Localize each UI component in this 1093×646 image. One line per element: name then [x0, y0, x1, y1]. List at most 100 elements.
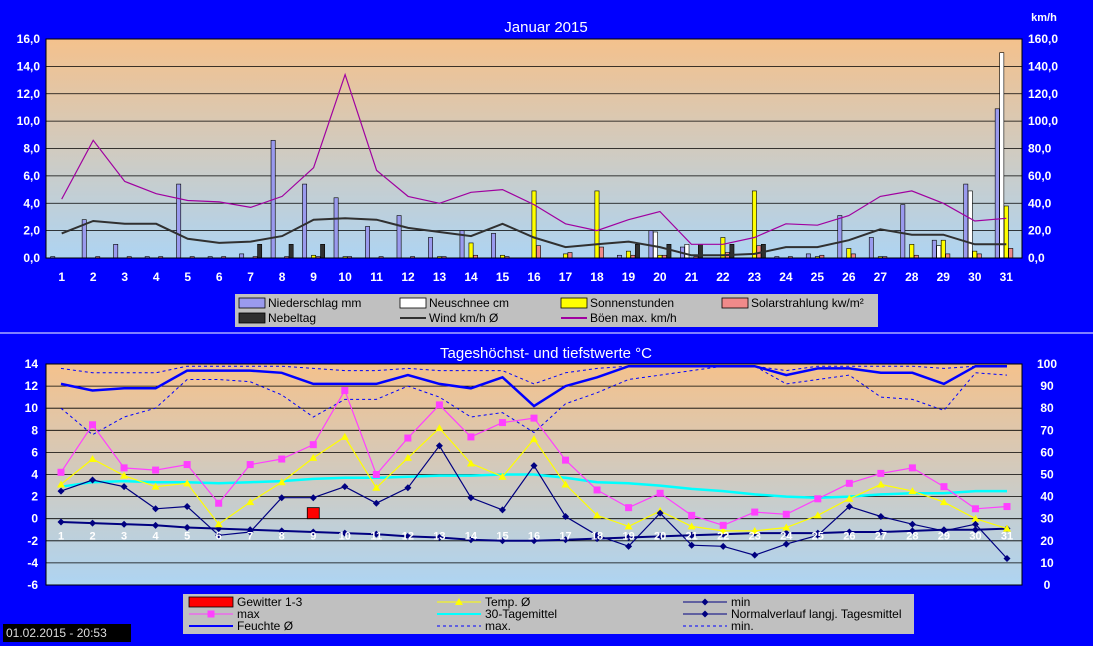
top-xtick-label: 15: [496, 270, 510, 284]
solar-bar: [976, 253, 982, 259]
sun-bar: [751, 190, 757, 259]
normal-point: [877, 528, 885, 536]
bottom-xtick-label: 4: [153, 531, 160, 543]
bottom-xtick-label: 15: [496, 531, 508, 543]
top-y2tick-label: 0,0: [1028, 251, 1045, 265]
temp-mean-point: [908, 487, 917, 495]
temp-min-point: [372, 499, 380, 507]
sun-bar: [940, 239, 946, 259]
precip-bar: [113, 244, 119, 259]
temp-max-point: [530, 414, 538, 422]
top-ytick-label: 10,0: [17, 114, 41, 128]
bottom-xtick-label: 24: [780, 531, 793, 543]
top-plot-frame: [45, 38, 1023, 259]
top-xtick-label: 19: [622, 270, 636, 284]
temp-max-point: [215, 499, 223, 507]
bottom-legend-swatch: [188, 596, 234, 608]
top-ytick-label: 2,0: [23, 224, 40, 238]
bottom-ytick-label: 6: [31, 445, 38, 459]
sun-bar: [468, 242, 474, 259]
top-legend-box: [235, 294, 878, 327]
thunder-bar: [306, 507, 320, 520]
precip-bar: [868, 237, 874, 259]
temp-min-point: [656, 509, 664, 517]
humidity-max-line: [60, 365, 1007, 385]
temp-max-point: [498, 419, 506, 427]
bottom-xtick-label: 1: [58, 531, 64, 543]
temp-max-point: [593, 486, 601, 494]
bottom-xtick-label: 2: [89, 531, 95, 543]
temp-mean-point: [845, 494, 854, 502]
top-y2tick-label: 20,0: [1028, 224, 1052, 238]
bottom-xtick-label: 12: [402, 531, 414, 543]
precip-bar: [837, 215, 843, 259]
bottom-ytick-label: 12: [25, 379, 39, 393]
top-legend-label: Nebeltag: [268, 311, 316, 325]
bottom-xtick-label: 10: [339, 531, 351, 543]
normal-point: [152, 521, 160, 529]
temp-mean-point: [435, 424, 444, 432]
bottom-y2tick-label: 100: [1037, 357, 1057, 371]
temp-mean-point: [57, 480, 65, 488]
temp-mean-point: [530, 435, 538, 443]
temp-min-point: [246, 528, 254, 536]
precip-bar: [900, 204, 906, 259]
bottom-xtick-label: 3: [121, 531, 127, 543]
top-ytick-label: 14,0: [17, 59, 41, 73]
temp-mean-point: [183, 479, 192, 487]
top-ytick-label: 6,0: [23, 169, 40, 183]
top-lines: [61, 72, 1007, 257]
top-xtick-label: 5: [184, 270, 191, 284]
precip-bar: [333, 197, 339, 259]
temp-min-point: [309, 494, 317, 502]
bottom-ytick-label: 14: [25, 357, 39, 371]
temp-min-point: [940, 527, 948, 535]
normal-point: [309, 528, 317, 536]
bottom-xtick-label: 21: [686, 531, 698, 543]
sun-bar: [531, 190, 537, 259]
top-legend-label: Niederschlag mm: [268, 296, 361, 310]
normal-point: [530, 537, 538, 545]
sun-bar: [846, 248, 852, 259]
top-ytick-label: 0,0: [23, 251, 40, 265]
temp-mean-point: [1003, 524, 1011, 532]
temp-mean-point: [593, 511, 602, 519]
top-legend-label: Wind km/h Ø: [429, 311, 498, 325]
temp-max-point: [372, 471, 380, 478]
temp-min-point: [625, 542, 633, 550]
bottom-legend-marker: [701, 610, 709, 618]
normal-point: [183, 524, 191, 532]
solar-bar: [1008, 248, 1014, 259]
temp-min-point: [435, 442, 443, 450]
top-legend-swatch: [238, 297, 266, 309]
temp-mean-point: [403, 453, 412, 461]
bottom-y2tick-label: 30: [1040, 512, 1054, 526]
bottom-axes: -6-4-20246810121401020304050607080901001…: [25, 357, 1058, 592]
bottom-xtick-label: 8: [279, 531, 285, 543]
bottom-xtick-label: 18: [591, 531, 603, 543]
temp-max-point: [467, 433, 475, 441]
temp-max-point: [782, 510, 790, 518]
temp-min-point: [845, 503, 853, 511]
top-y2tick-label: 80,0: [1028, 142, 1052, 156]
temp-mean-point: [466, 459, 475, 467]
temp-mean-point: [340, 432, 349, 440]
top-xtick-label: 23: [748, 270, 762, 284]
bottom-lines: [57, 364, 1011, 562]
temp-max-point: [152, 466, 160, 474]
bottom-legend-marker: [455, 598, 463, 605]
temp-max-point: [404, 434, 412, 442]
temp-mean-point: [624, 522, 633, 530]
temp-min-point: [404, 484, 412, 492]
top-y2tick-label: 40,0: [1028, 196, 1052, 210]
snow-bar: [967, 190, 973, 259]
bottom-legend-label: min: [731, 595, 750, 609]
bottom-plot-frame: [45, 363, 1023, 586]
precip-bar: [396, 215, 402, 259]
top-y2tick-label: 140,0: [1028, 59, 1058, 73]
bottom-xtick-label: 11: [371, 531, 383, 543]
solar-bar: [599, 246, 604, 259]
bottom-xtick-label: 19: [622, 531, 634, 543]
top-legend-label: Neuschnee cm: [429, 296, 509, 310]
temp-mean-point: [88, 455, 97, 463]
